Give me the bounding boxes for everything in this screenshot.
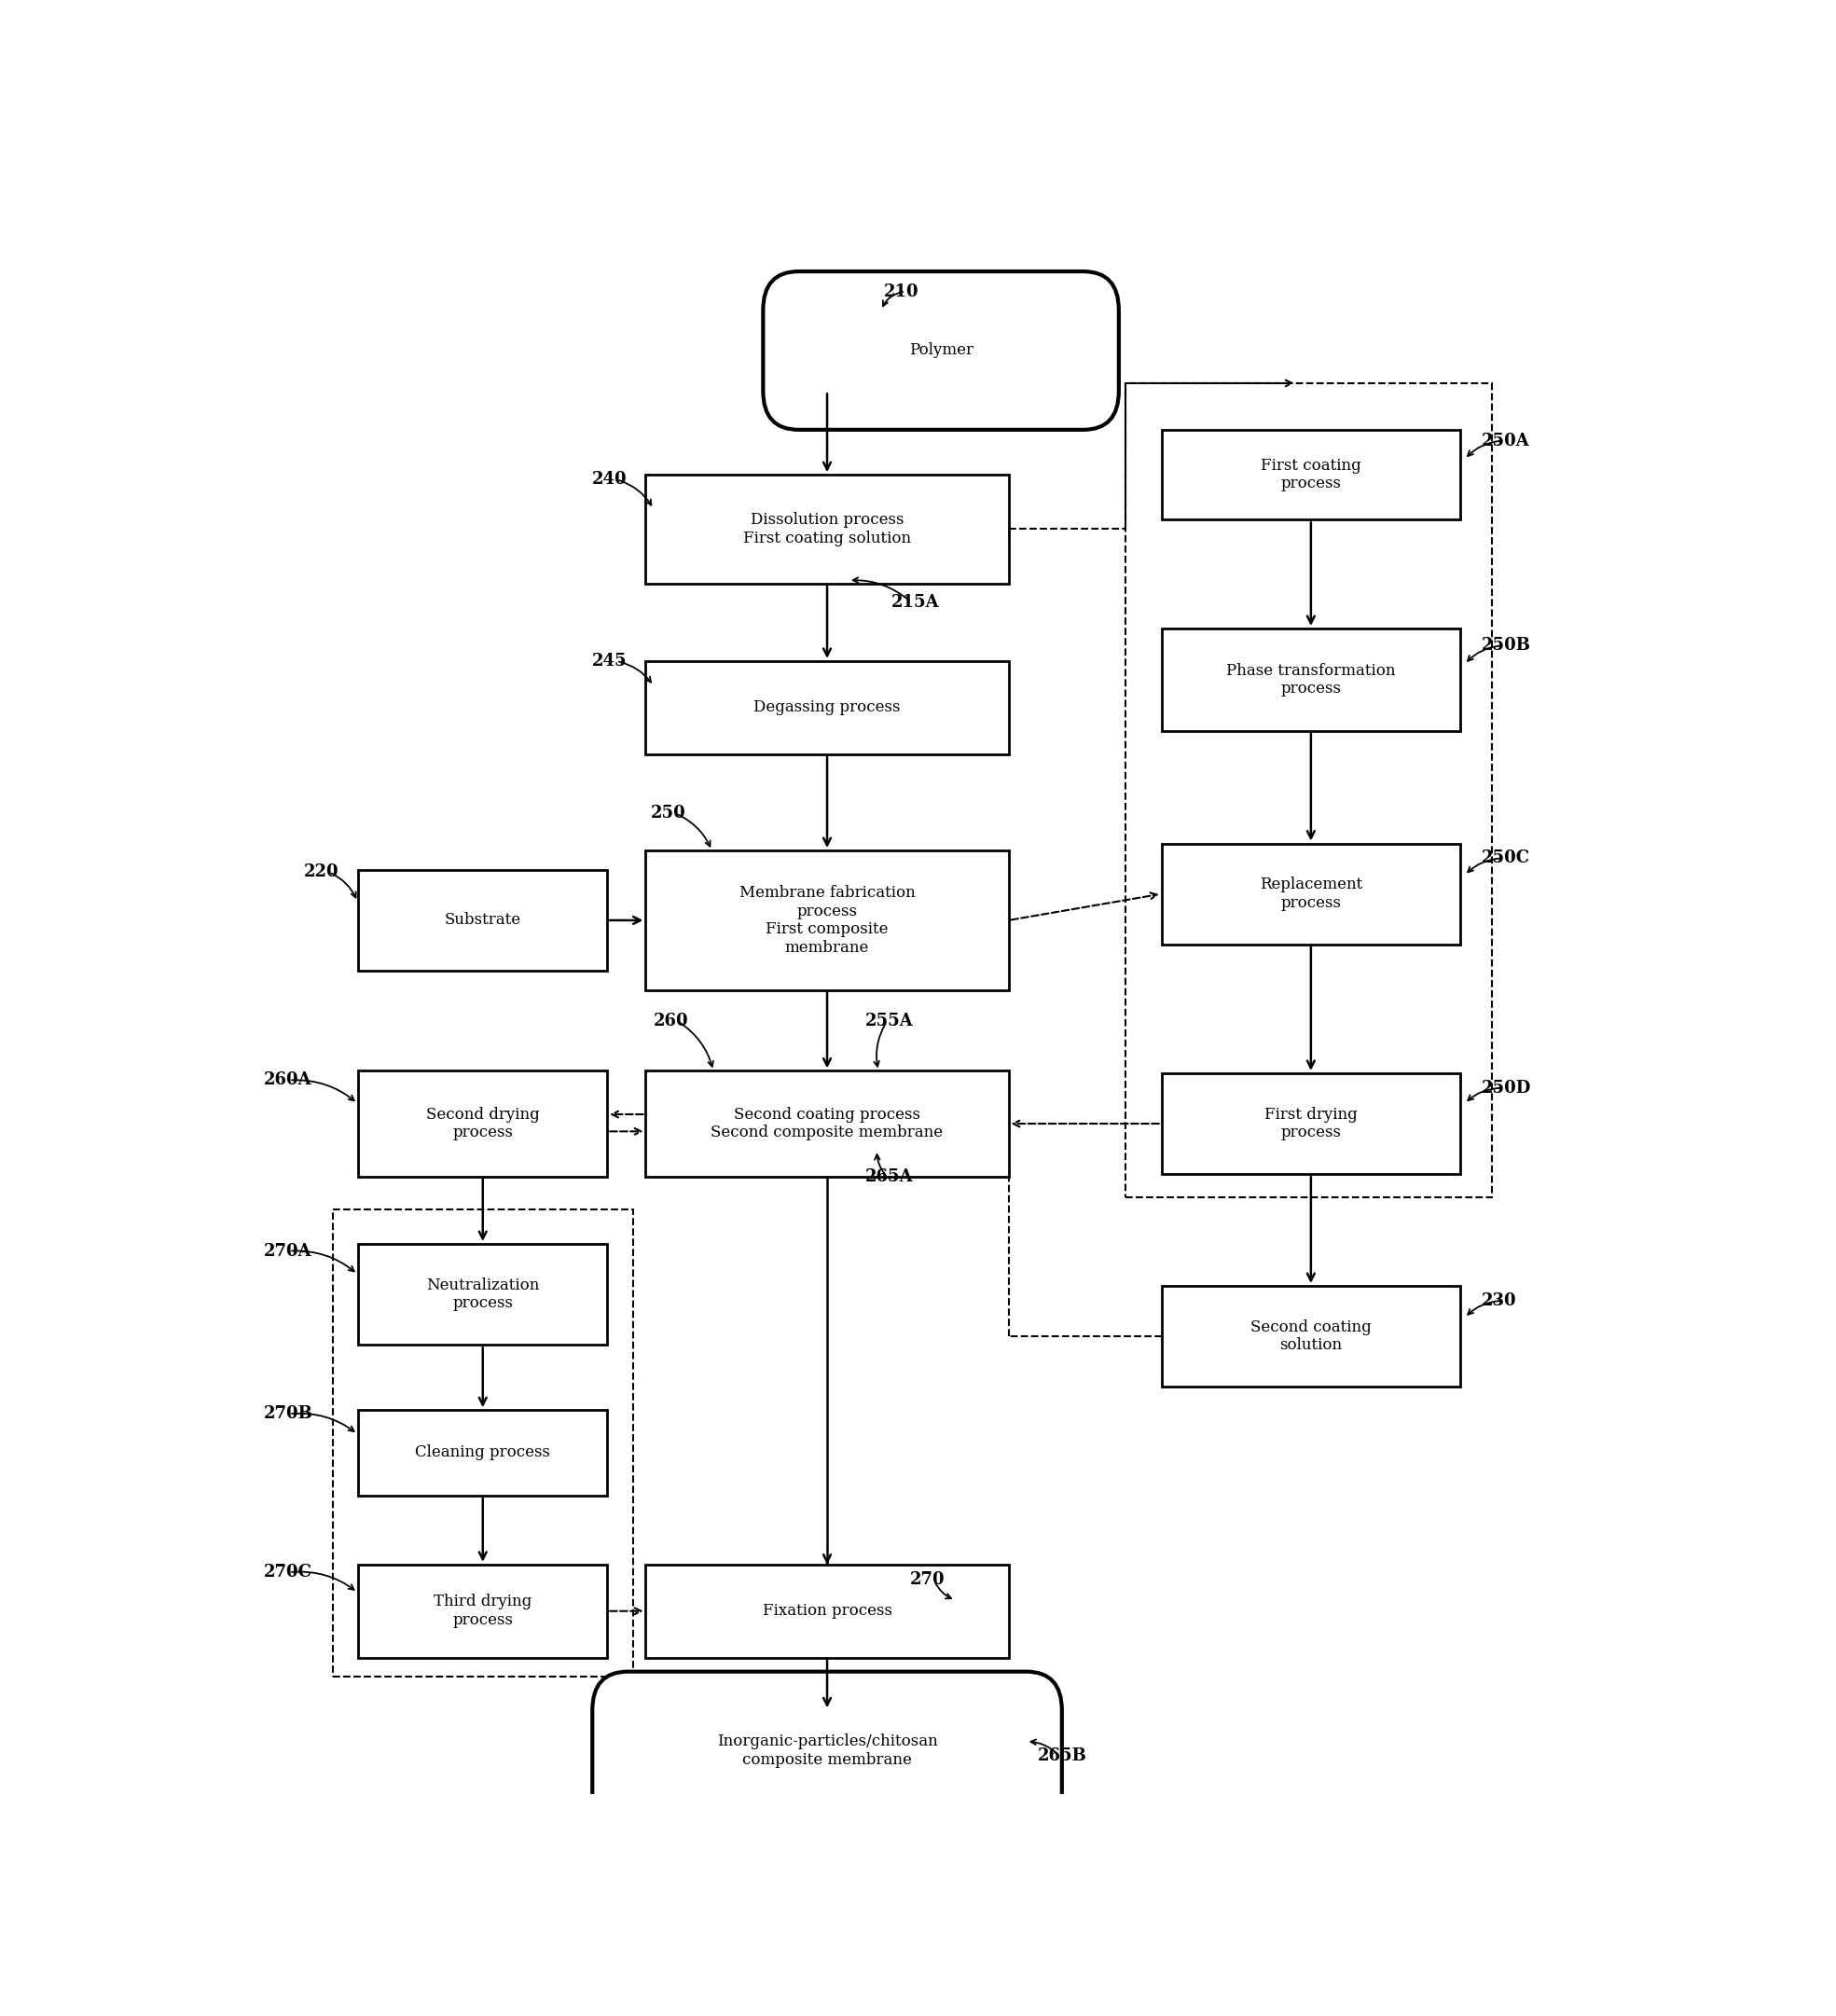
- Text: First coating
process: First coating process: [1261, 458, 1360, 492]
- Bar: [646, 1564, 1008, 1657]
- Bar: [1162, 843, 1460, 943]
- Bar: [1125, 383, 1491, 1198]
- Text: Polymer: Polymer: [909, 343, 973, 359]
- Text: 250: 250: [650, 804, 687, 823]
- Text: Neutralization
process: Neutralization process: [426, 1278, 540, 1312]
- Text: 220: 220: [303, 863, 338, 881]
- Text: Membrane fabrication
process
First composite
membrane: Membrane fabrication process First compo…: [740, 885, 914, 956]
- Bar: [1162, 429, 1460, 520]
- FancyBboxPatch shape: [764, 272, 1118, 429]
- Text: 270: 270: [909, 1572, 946, 1589]
- Text: Fixation process: Fixation process: [762, 1603, 892, 1619]
- Text: 260A: 260A: [264, 1073, 312, 1089]
- Text: Second drying
process: Second drying process: [426, 1107, 540, 1141]
- Bar: [358, 1244, 608, 1345]
- Bar: [332, 1210, 633, 1675]
- Text: 265A: 265A: [865, 1167, 914, 1185]
- Text: 270B: 270B: [264, 1405, 312, 1423]
- Text: 270A: 270A: [264, 1242, 312, 1260]
- Text: Inorganic-particles/chitosan
composite membrane: Inorganic-particles/chitosan composite m…: [716, 1734, 938, 1768]
- Bar: [646, 476, 1008, 583]
- Bar: [358, 1070, 608, 1177]
- Text: Cleaning process: Cleaning process: [415, 1445, 551, 1462]
- Bar: [358, 1564, 608, 1657]
- Bar: [358, 869, 608, 972]
- Text: 265B: 265B: [1037, 1748, 1087, 1764]
- Bar: [1162, 629, 1460, 732]
- Text: Degassing process: Degassing process: [755, 700, 900, 716]
- Text: 210: 210: [885, 282, 920, 300]
- Text: 250C: 250C: [1482, 851, 1529, 867]
- Bar: [646, 661, 1008, 754]
- Text: 230: 230: [1482, 1292, 1517, 1308]
- Text: Dissolution process
First coating solution: Dissolution process First coating soluti…: [744, 512, 911, 546]
- Bar: [646, 851, 1008, 990]
- Text: Phase transformation
process: Phase transformation process: [1226, 663, 1395, 698]
- Text: 240: 240: [593, 472, 628, 488]
- Text: Substrate: Substrate: [444, 913, 521, 927]
- FancyBboxPatch shape: [593, 1671, 1061, 1831]
- Text: 255A: 255A: [865, 1012, 914, 1030]
- Text: 250B: 250B: [1482, 637, 1531, 653]
- Bar: [646, 1070, 1008, 1177]
- Text: Second coating process
Second composite membrane: Second coating process Second composite …: [711, 1107, 944, 1141]
- Text: 250A: 250A: [1482, 431, 1529, 450]
- Bar: [358, 1409, 608, 1496]
- Text: 250D: 250D: [1482, 1079, 1531, 1097]
- Text: Second coating
solution: Second coating solution: [1250, 1318, 1371, 1353]
- Text: First drying
process: First drying process: [1265, 1107, 1357, 1141]
- Text: 215A: 215A: [890, 593, 940, 611]
- Bar: [1162, 1286, 1460, 1387]
- Text: 260: 260: [654, 1012, 688, 1030]
- Text: 270C: 270C: [264, 1564, 312, 1581]
- Text: Third drying
process: Third drying process: [433, 1595, 532, 1629]
- Text: Replacement
process: Replacement process: [1259, 877, 1362, 911]
- Bar: [1162, 1073, 1460, 1173]
- Text: 245: 245: [593, 653, 628, 669]
